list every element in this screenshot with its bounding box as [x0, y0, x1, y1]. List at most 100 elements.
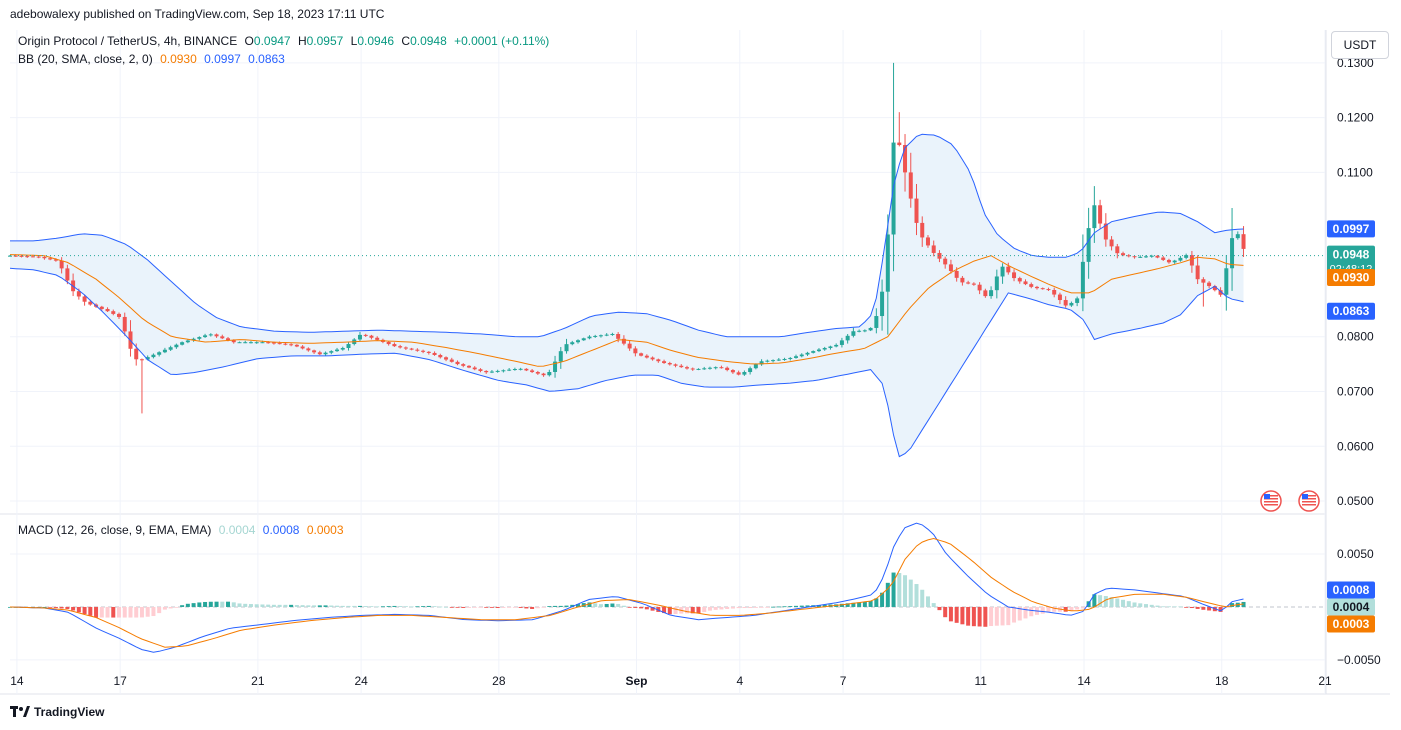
- candle: [776, 358, 781, 361]
- macd-histogram-bar: [667, 606, 672, 615]
- candle: [461, 363, 466, 368]
- candle: [82, 294, 87, 306]
- macd-histogram-bar: [369, 606, 374, 608]
- macd-histogram-bar: [260, 604, 265, 607]
- candle: [914, 183, 919, 236]
- candle: [535, 370, 540, 375]
- macd-histogram-bar: [466, 606, 471, 608]
- tradingview-brand: TradingView: [34, 705, 105, 719]
- macd-histogram-bar: [713, 606, 718, 610]
- candle: [495, 369, 500, 373]
- macd-histogram-bar: [1218, 606, 1223, 612]
- macd-histogram-bar: [690, 606, 695, 614]
- candle: [1069, 301, 1074, 307]
- macd-histogram-bar: [1121, 599, 1126, 607]
- candle: [1006, 262, 1011, 275]
- macd-histogram-bar: [243, 603, 248, 607]
- macd-histogram-bar: [340, 605, 345, 607]
- candle: [1138, 255, 1143, 258]
- macd-histogram-bar: [633, 606, 638, 608]
- candle: [1046, 287, 1051, 291]
- x-tick-label: 28: [492, 674, 506, 688]
- macd-histogram-bar: [512, 606, 517, 608]
- candle: [553, 355, 558, 378]
- x-tick-label: 14: [1077, 674, 1091, 688]
- macd-histogram-bar: [989, 606, 994, 627]
- candle: [1017, 276, 1022, 284]
- candle: [415, 348, 420, 352]
- candle: [759, 359, 764, 366]
- macd-histogram-bar: [908, 579, 913, 607]
- macd-histogram-bar: [782, 606, 787, 608]
- candle: [994, 269, 999, 299]
- candle: [547, 369, 552, 377]
- us-flag-icon[interactable]: [1260, 490, 1282, 512]
- x-tick-label: 21: [251, 674, 265, 688]
- candle: [426, 351, 431, 355]
- macd-tick-label: 0.0050: [1337, 547, 1374, 561]
- bb-basis-line: [9, 254, 1244, 367]
- candle: [42, 256, 47, 260]
- candle: [317, 350, 322, 356]
- open-value: 0.0947: [253, 34, 291, 48]
- macd-histogram-bar: [1184, 606, 1189, 608]
- candle: [518, 367, 523, 371]
- macd-histogram-bar: [220, 601, 225, 607]
- candle: [197, 336, 202, 341]
- x-tick-label: 17: [113, 674, 127, 688]
- candle: [1103, 213, 1108, 247]
- macd-histogram-bar: [111, 606, 116, 618]
- macd-histogram-bar: [323, 605, 328, 607]
- macd-histogram-bar: [122, 606, 127, 618]
- candle: [174, 343, 179, 349]
- macd-histogram-bar: [1195, 606, 1200, 609]
- candle: [237, 341, 242, 344]
- macd-histogram-bar: [478, 606, 483, 608]
- candle: [920, 216, 925, 247]
- candle: [1189, 250, 1194, 273]
- candle: [501, 369, 506, 373]
- candle: [369, 334, 374, 340]
- candle: [478, 368, 483, 373]
- candle: [329, 350, 334, 355]
- candle: [1126, 254, 1131, 258]
- macd-histogram-bar: [53, 606, 58, 608]
- candle: [1109, 236, 1114, 251]
- candle: [220, 334, 225, 340]
- candle: [616, 332, 621, 343]
- macd-histogram-bar: [1046, 606, 1051, 613]
- high-value: 0.0957: [306, 34, 344, 48]
- candle: [122, 312, 127, 336]
- symbol-legend: Origin Protocol / TetherUS, 4h, BINANCE …: [18, 34, 549, 48]
- macd-line: [9, 522, 1244, 653]
- symbol-title: Origin Protocol / TetherUS, 4h, BINANCE: [18, 34, 238, 48]
- currency-button[interactable]: USDT: [1331, 31, 1389, 59]
- macd-histogram-bar: [438, 606, 443, 608]
- macd-histogram-bar: [1092, 594, 1097, 607]
- macd-line-tag: 0.0008: [1327, 581, 1375, 599]
- macd-histogram-bar: [868, 601, 873, 607]
- us-flag-icon[interactable]: [1298, 490, 1320, 512]
- candle: [644, 354, 649, 359]
- candle: [1000, 263, 1005, 284]
- macd-histogram-bar: [403, 606, 408, 608]
- macd-histogram-bar: [191, 603, 196, 607]
- tradingview-footer: TradingView: [10, 705, 104, 719]
- macd-histogram-bar: [1029, 606, 1034, 617]
- candle: [507, 368, 512, 372]
- candle: [117, 312, 122, 319]
- macd-histogram-bar: [730, 606, 735, 609]
- macd-histogram-bar: [587, 602, 592, 607]
- candle: [254, 341, 259, 344]
- macd-histogram-bar: [925, 596, 930, 607]
- candle: [822, 346, 827, 351]
- candle: [363, 333, 368, 337]
- macd-histogram-bar: [948, 606, 953, 622]
- macd-histogram-bar: [1023, 606, 1028, 619]
- candle: [1166, 258, 1171, 264]
- macd-histogram-bar: [564, 605, 569, 607]
- macd-histogram-bar: [903, 575, 908, 607]
- candle: [1086, 207, 1091, 279]
- macd-histogram-bar: [1075, 606, 1080, 610]
